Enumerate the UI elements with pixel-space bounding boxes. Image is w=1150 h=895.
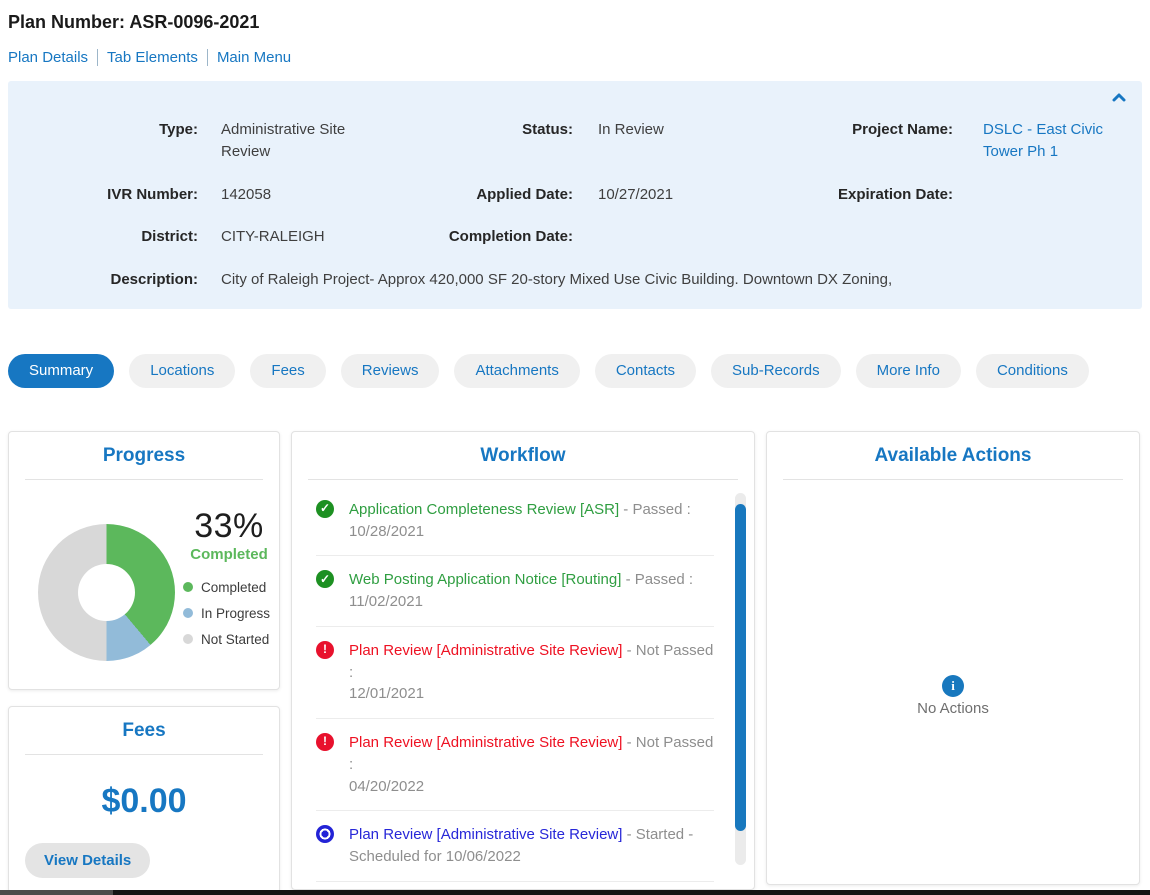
ivr-number-value: 142058 (221, 184, 391, 206)
info-row: Description: City of Raleigh Project- Ap… (8, 269, 1128, 291)
check-circle-icon: ✓ (316, 500, 334, 518)
available-actions-title: Available Actions (767, 432, 1139, 479)
progress-percent: 33% (183, 507, 275, 546)
nav-link-plan-details[interactable]: Plan Details (8, 49, 88, 66)
bottom-edge-bar (0, 890, 1150, 895)
applied-date-label: Applied Date: (391, 184, 573, 206)
divider (783, 479, 1123, 480)
workflow-scrollbar-thumb[interactable] (735, 504, 746, 831)
fees-card: Fees $0.00 View Details (8, 706, 280, 893)
info-icon: i (942, 675, 964, 697)
progress-card: Progress 33% Completed Completed (8, 431, 280, 690)
workflow-card-title: Workflow (292, 432, 754, 479)
workflow-card: Workflow ✓ Application Completeness Revi… (291, 431, 755, 890)
summary-content: Progress 33% Completed Completed (8, 431, 1142, 893)
view-details-button[interactable]: View Details (25, 843, 150, 878)
legend-item-not-started: Not Started (183, 632, 275, 647)
district-value: CITY-RALEIGH (221, 226, 391, 248)
workflow-list: ✓ Application Completeness Review [ASR] … (316, 486, 714, 890)
legend-dot-not-started-icon (183, 634, 193, 644)
description-label: Description: (8, 269, 198, 291)
workflow-item: Plan Review [Administrative Site Review]… (316, 811, 714, 882)
legend-item-in-progress: In Progress (183, 606, 275, 621)
tab-reviews[interactable]: Reviews (341, 354, 440, 388)
nav-link-tab-elements[interactable]: Tab Elements (107, 49, 198, 66)
info-row: IVR Number: 142058 Applied Date: 10/27/2… (8, 184, 1128, 206)
plan-info-panel: Type: Administrative Site Review Status:… (8, 81, 1142, 309)
breadcrumb-nav: Plan Details Tab Elements Main Menu (8, 49, 1142, 66)
tab-summary[interactable]: Summary (8, 354, 114, 388)
nav-separator (97, 49, 98, 66)
exclamation-circle-icon: ! (316, 641, 334, 659)
fees-amount: $0.00 (9, 782, 279, 821)
tab-locations[interactable]: Locations (129, 354, 235, 388)
record-tabs: Summary Locations Fees Reviews Attachmen… (8, 354, 1142, 388)
radio-selected-icon (316, 825, 334, 843)
project-name-link[interactable]: DSLC - East Civic Tower Ph 1 (983, 121, 1103, 160)
completion-date-label: Completion Date: (391, 226, 573, 248)
workflow-item: ! Plan Review [Administrative Site Revie… (316, 719, 714, 811)
tab-more-info[interactable]: More Info (856, 354, 961, 388)
no-actions-message: i No Actions (767, 675, 1139, 717)
type-value: Administrative Site Review (221, 119, 391, 163)
workflow-item: Approval Report (316, 882, 714, 890)
page: Plan Number: ASR-0096-2021 Plan Details … (0, 0, 1150, 895)
nav-link-main-menu[interactable]: Main Menu (217, 49, 291, 66)
bottom-edge-bar-segment (0, 890, 113, 895)
description-value: City of Raleigh Project- Approx 420,000 … (221, 269, 1128, 291)
chevron-up-icon[interactable] (1110, 91, 1128, 105)
progress-percent-sublabel: Completed (183, 546, 275, 563)
legend-dot-completed-icon (183, 582, 193, 592)
status-label: Status: (391, 119, 573, 141)
legend-dot-in-progress-icon (183, 608, 193, 618)
project-name-label: Project Name: (763, 119, 953, 141)
ivr-number-label: IVR Number: (8, 184, 198, 206)
legend-item-completed: Completed (183, 580, 275, 595)
tab-fees[interactable]: Fees (250, 354, 325, 388)
fees-card-title: Fees (9, 707, 279, 754)
expiration-date-label: Expiration Date: (763, 184, 953, 206)
available-actions-card: Available Actions i No Actions (766, 431, 1140, 885)
tab-contacts[interactable]: Contacts (595, 354, 696, 388)
info-row: Type: Administrative Site Review Status:… (8, 119, 1128, 163)
tab-conditions[interactable]: Conditions (976, 354, 1089, 388)
project-name-value: DSLC - East Civic Tower Ph 1 (983, 119, 1138, 163)
workflow-item: ✓ Application Completeness Review [ASR] … (316, 486, 714, 557)
progress-donut-chart (38, 524, 175, 661)
tab-sub-records[interactable]: Sub-Records (711, 354, 841, 388)
divider (25, 479, 263, 480)
divider (25, 754, 263, 755)
workflow-item: ! Plan Review [Administrative Site Revie… (316, 627, 714, 719)
workflow-item: ✓ Web Posting Application Notice [Routin… (316, 556, 714, 627)
info-row: District: CITY-RALEIGH Completion Date: (8, 226, 1128, 248)
applied-date-value: 10/27/2021 (598, 184, 763, 206)
exclamation-circle-icon: ! (316, 733, 334, 751)
progress-legend: Completed In Progress Not Started (183, 580, 275, 647)
nav-separator (207, 49, 208, 66)
check-circle-icon: ✓ (316, 570, 334, 588)
district-label: District: (8, 226, 198, 248)
status-value: In Review (598, 119, 763, 141)
divider (308, 479, 738, 480)
tab-attachments[interactable]: Attachments (454, 354, 579, 388)
type-label: Type: (8, 119, 198, 141)
page-title: Plan Number: ASR-0096-2021 (8, 8, 1142, 33)
workflow-scrollbar-track[interactable] (735, 493, 746, 865)
progress-card-title: Progress (9, 432, 279, 479)
